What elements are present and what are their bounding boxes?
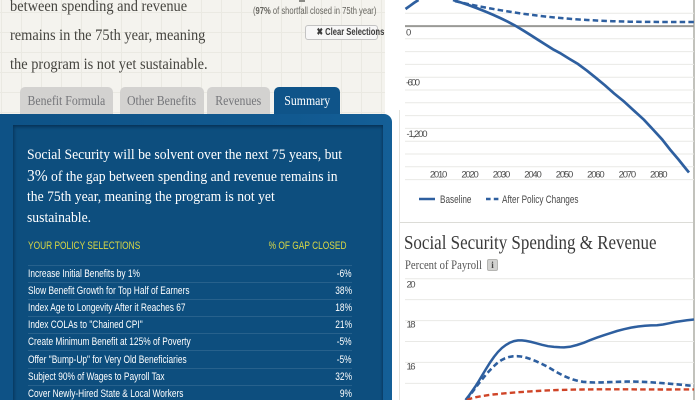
svg-text:2080: 2080	[650, 170, 668, 181]
svg-text:18: 18	[407, 320, 416, 331]
svg-text:2070: 2070	[619, 170, 637, 181]
svg-text:20: 20	[407, 279, 416, 290]
svg-text:-600: -600	[406, 78, 420, 89]
svg-text:2060: 2060	[587, 170, 605, 181]
svg-text:2010: 2010	[430, 170, 448, 181]
svg-text:2020: 2020	[461, 170, 479, 181]
svg-text:2040: 2040	[524, 170, 542, 181]
svg-text:2050: 2050	[556, 170, 574, 181]
svg-text:16: 16	[407, 361, 416, 372]
svg-text:0: 0	[406, 28, 411, 39]
svg-text:2030: 2030	[493, 170, 511, 181]
svg-text:-1,200: -1,200	[407, 129, 428, 140]
